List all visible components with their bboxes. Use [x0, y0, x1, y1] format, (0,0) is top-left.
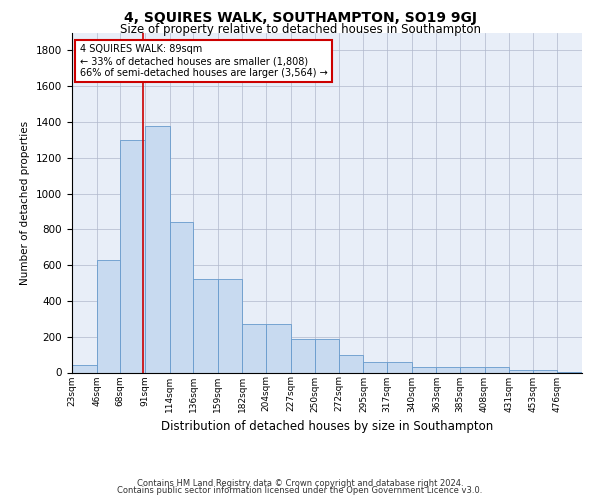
Bar	[315, 340, 339, 372]
Bar	[412, 367, 436, 372]
Bar	[97, 260, 120, 372]
Bar	[339, 354, 364, 372]
Bar	[509, 370, 533, 372]
Y-axis label: Number of detached properties: Number of detached properties	[20, 120, 31, 284]
Bar	[266, 324, 290, 372]
Bar	[170, 222, 193, 372]
Bar	[290, 340, 315, 372]
Text: 4, SQUIRES WALK, SOUTHAMPTON, SO19 9GJ: 4, SQUIRES WALK, SOUTHAMPTON, SO19 9GJ	[124, 11, 476, 25]
Bar	[387, 362, 412, 372]
X-axis label: Distribution of detached houses by size in Southampton: Distribution of detached houses by size …	[161, 420, 493, 433]
Text: 4 SQUIRES WALK: 89sqm
← 33% of detached houses are smaller (1,808)
66% of semi-d: 4 SQUIRES WALK: 89sqm ← 33% of detached …	[80, 44, 328, 78]
Text: Size of property relative to detached houses in Southampton: Size of property relative to detached ho…	[119, 22, 481, 36]
Bar	[533, 370, 557, 372]
Text: Contains HM Land Registry data © Crown copyright and database right 2024.: Contains HM Land Registry data © Crown c…	[137, 478, 463, 488]
Bar	[460, 368, 485, 372]
Bar	[120, 140, 145, 372]
Bar	[242, 324, 266, 372]
Text: Contains public sector information licensed under the Open Government Licence v3: Contains public sector information licen…	[118, 486, 482, 495]
Bar	[218, 278, 242, 372]
Bar	[193, 278, 218, 372]
Bar	[72, 366, 97, 372]
Bar	[145, 126, 170, 372]
Bar	[436, 367, 460, 372]
Bar	[485, 368, 509, 372]
Bar	[364, 362, 387, 372]
